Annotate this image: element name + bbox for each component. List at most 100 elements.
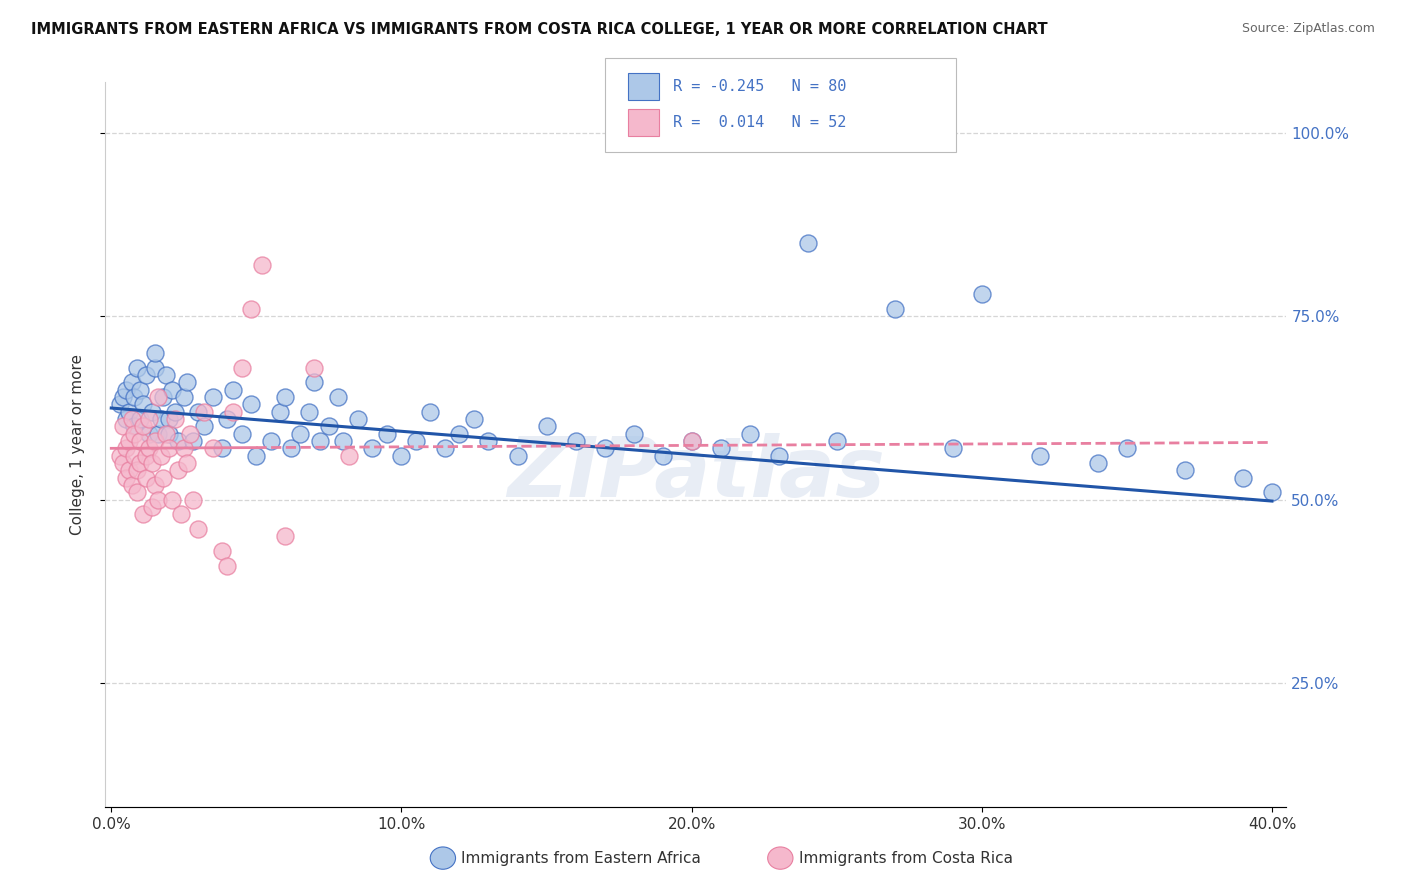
Point [157, 442, 180, 456]
Point [1174, 463, 1197, 477]
Point [108, 449, 131, 463]
Point [152, 470, 174, 484]
Point [449, 426, 471, 441]
Text: Immigrants from Costa Rica: Immigrants from Costa Rica [799, 851, 1012, 865]
Point [593, 442, 616, 456]
Point [217, 558, 239, 573]
Point [127, 360, 149, 375]
Point [405, 434, 427, 448]
Point [506, 449, 529, 463]
Point [231, 360, 253, 375]
Point [129, 456, 152, 470]
Text: R =  0.014   N = 52: R = 0.014 N = 52 [673, 115, 846, 129]
Point [149, 412, 172, 426]
Point [280, 442, 302, 456]
Point [135, 470, 157, 484]
Point [222, 405, 245, 419]
Point [129, 434, 152, 448]
Point [391, 449, 413, 463]
Point [138, 412, 160, 426]
Point [825, 434, 848, 448]
Point [288, 426, 311, 441]
Point [1087, 456, 1109, 470]
Point [375, 426, 398, 441]
Point [942, 442, 965, 456]
Point [143, 478, 166, 492]
Text: R = -0.245   N = 80: R = -0.245 N = 80 [673, 79, 846, 94]
Point [118, 405, 141, 419]
Point [165, 412, 187, 426]
Point [536, 419, 558, 434]
Point [738, 426, 761, 441]
Point [796, 236, 818, 251]
Point [111, 419, 134, 434]
Point [181, 492, 204, 507]
Point [250, 258, 273, 272]
Point [463, 412, 485, 426]
Point [1115, 442, 1137, 456]
Point [179, 426, 201, 441]
Point [167, 463, 190, 477]
Point [146, 426, 169, 441]
Point [121, 376, 143, 390]
Point [193, 405, 215, 419]
Point [297, 405, 319, 419]
Point [361, 442, 384, 456]
Point [146, 492, 169, 507]
Point [304, 360, 326, 375]
Point [141, 456, 163, 470]
Point [181, 434, 204, 448]
Point [337, 449, 360, 463]
Point [217, 412, 239, 426]
Point [132, 397, 155, 411]
Point [681, 434, 703, 448]
Point [269, 405, 291, 419]
Point [146, 390, 169, 404]
Point [149, 449, 172, 463]
Point [260, 434, 283, 448]
Point [1232, 470, 1254, 484]
Point [108, 397, 131, 411]
Point [157, 412, 180, 426]
Point [124, 419, 146, 434]
Point [138, 442, 160, 456]
Point [111, 456, 134, 470]
Point [201, 442, 224, 456]
Point [160, 383, 183, 397]
Point [165, 405, 187, 419]
Point [167, 434, 190, 448]
Point [623, 426, 645, 441]
Point [143, 360, 166, 375]
Point [304, 376, 326, 390]
Point [143, 346, 166, 360]
Point [231, 426, 253, 441]
Point [121, 412, 143, 426]
Point [132, 508, 155, 522]
Point [211, 442, 233, 456]
Point [681, 434, 703, 448]
Point [124, 390, 146, 404]
Point [121, 478, 143, 492]
Point [160, 492, 183, 507]
Point [114, 470, 136, 484]
Point [239, 397, 262, 411]
Point [883, 302, 905, 317]
Point [768, 449, 790, 463]
Point [118, 434, 141, 448]
Point [222, 383, 245, 397]
Point [170, 508, 193, 522]
Point [274, 529, 297, 543]
Point [326, 390, 349, 404]
Point [176, 376, 198, 390]
Point [127, 485, 149, 500]
Point [114, 412, 136, 426]
Point [970, 287, 993, 301]
Point [1261, 485, 1284, 500]
Point [318, 419, 340, 434]
Point [124, 426, 146, 441]
Point [155, 426, 177, 441]
Point [173, 390, 195, 404]
Point [135, 449, 157, 463]
Point [157, 426, 180, 441]
Point [309, 434, 332, 448]
